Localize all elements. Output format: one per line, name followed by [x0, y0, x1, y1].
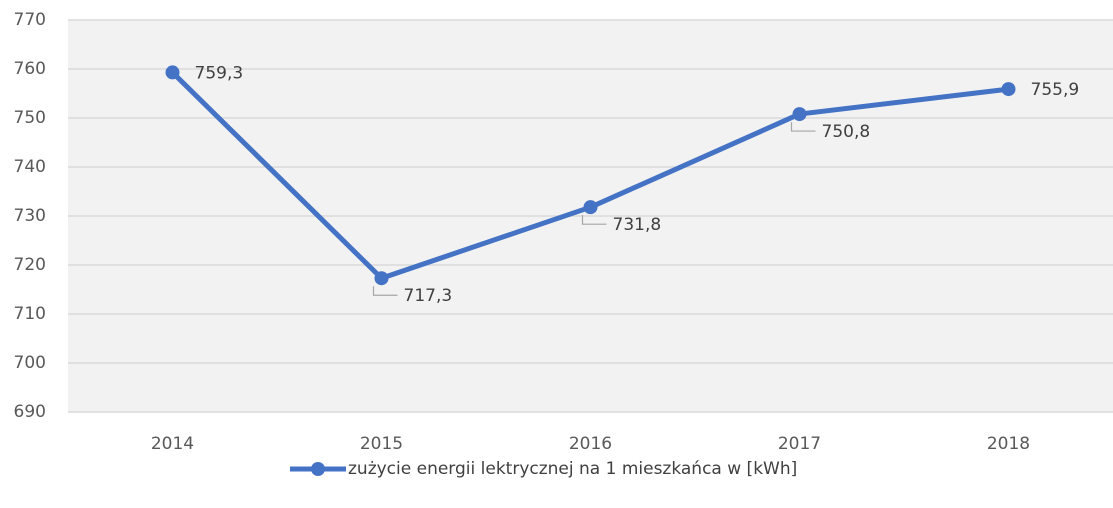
- y-tick-label: 700: [14, 353, 46, 373]
- data-point: [374, 271, 389, 286]
- leader-line: [581, 215, 607, 225]
- data-point: [583, 200, 598, 215]
- leader-line: [790, 122, 816, 132]
- x-tick-label: 2017: [778, 434, 821, 454]
- y-tick-label: 730: [14, 206, 46, 226]
- y-tick-label: 690: [14, 402, 46, 422]
- y-tick-label: 720: [14, 255, 46, 275]
- x-tick-label: 2018: [987, 434, 1030, 454]
- leader-line: [372, 286, 398, 296]
- x-tick-label: 2015: [360, 434, 403, 454]
- data-label: 759,3: [195, 63, 244, 83]
- data-point: [1001, 82, 1016, 97]
- data-label: 731,8: [613, 215, 662, 235]
- data-point: [792, 107, 807, 122]
- x-tick-label: 2014: [151, 434, 194, 454]
- legend-label: zużycie energii lektrycznej na 1 mieszka…: [348, 459, 797, 479]
- y-tick-label: 760: [14, 59, 46, 79]
- data-label: 750,8: [822, 122, 871, 142]
- y-tick-label: 710: [14, 304, 46, 324]
- y-tick-label: 770: [14, 10, 46, 30]
- data-label: 717,3: [404, 286, 453, 306]
- y-tick-label: 750: [14, 108, 46, 128]
- data-label: 755,9: [1031, 80, 1080, 100]
- x-tick-label: 2016: [569, 434, 612, 454]
- legend-marker: [311, 462, 325, 476]
- y-tick-label: 740: [14, 157, 46, 177]
- data-point: [165, 65, 180, 80]
